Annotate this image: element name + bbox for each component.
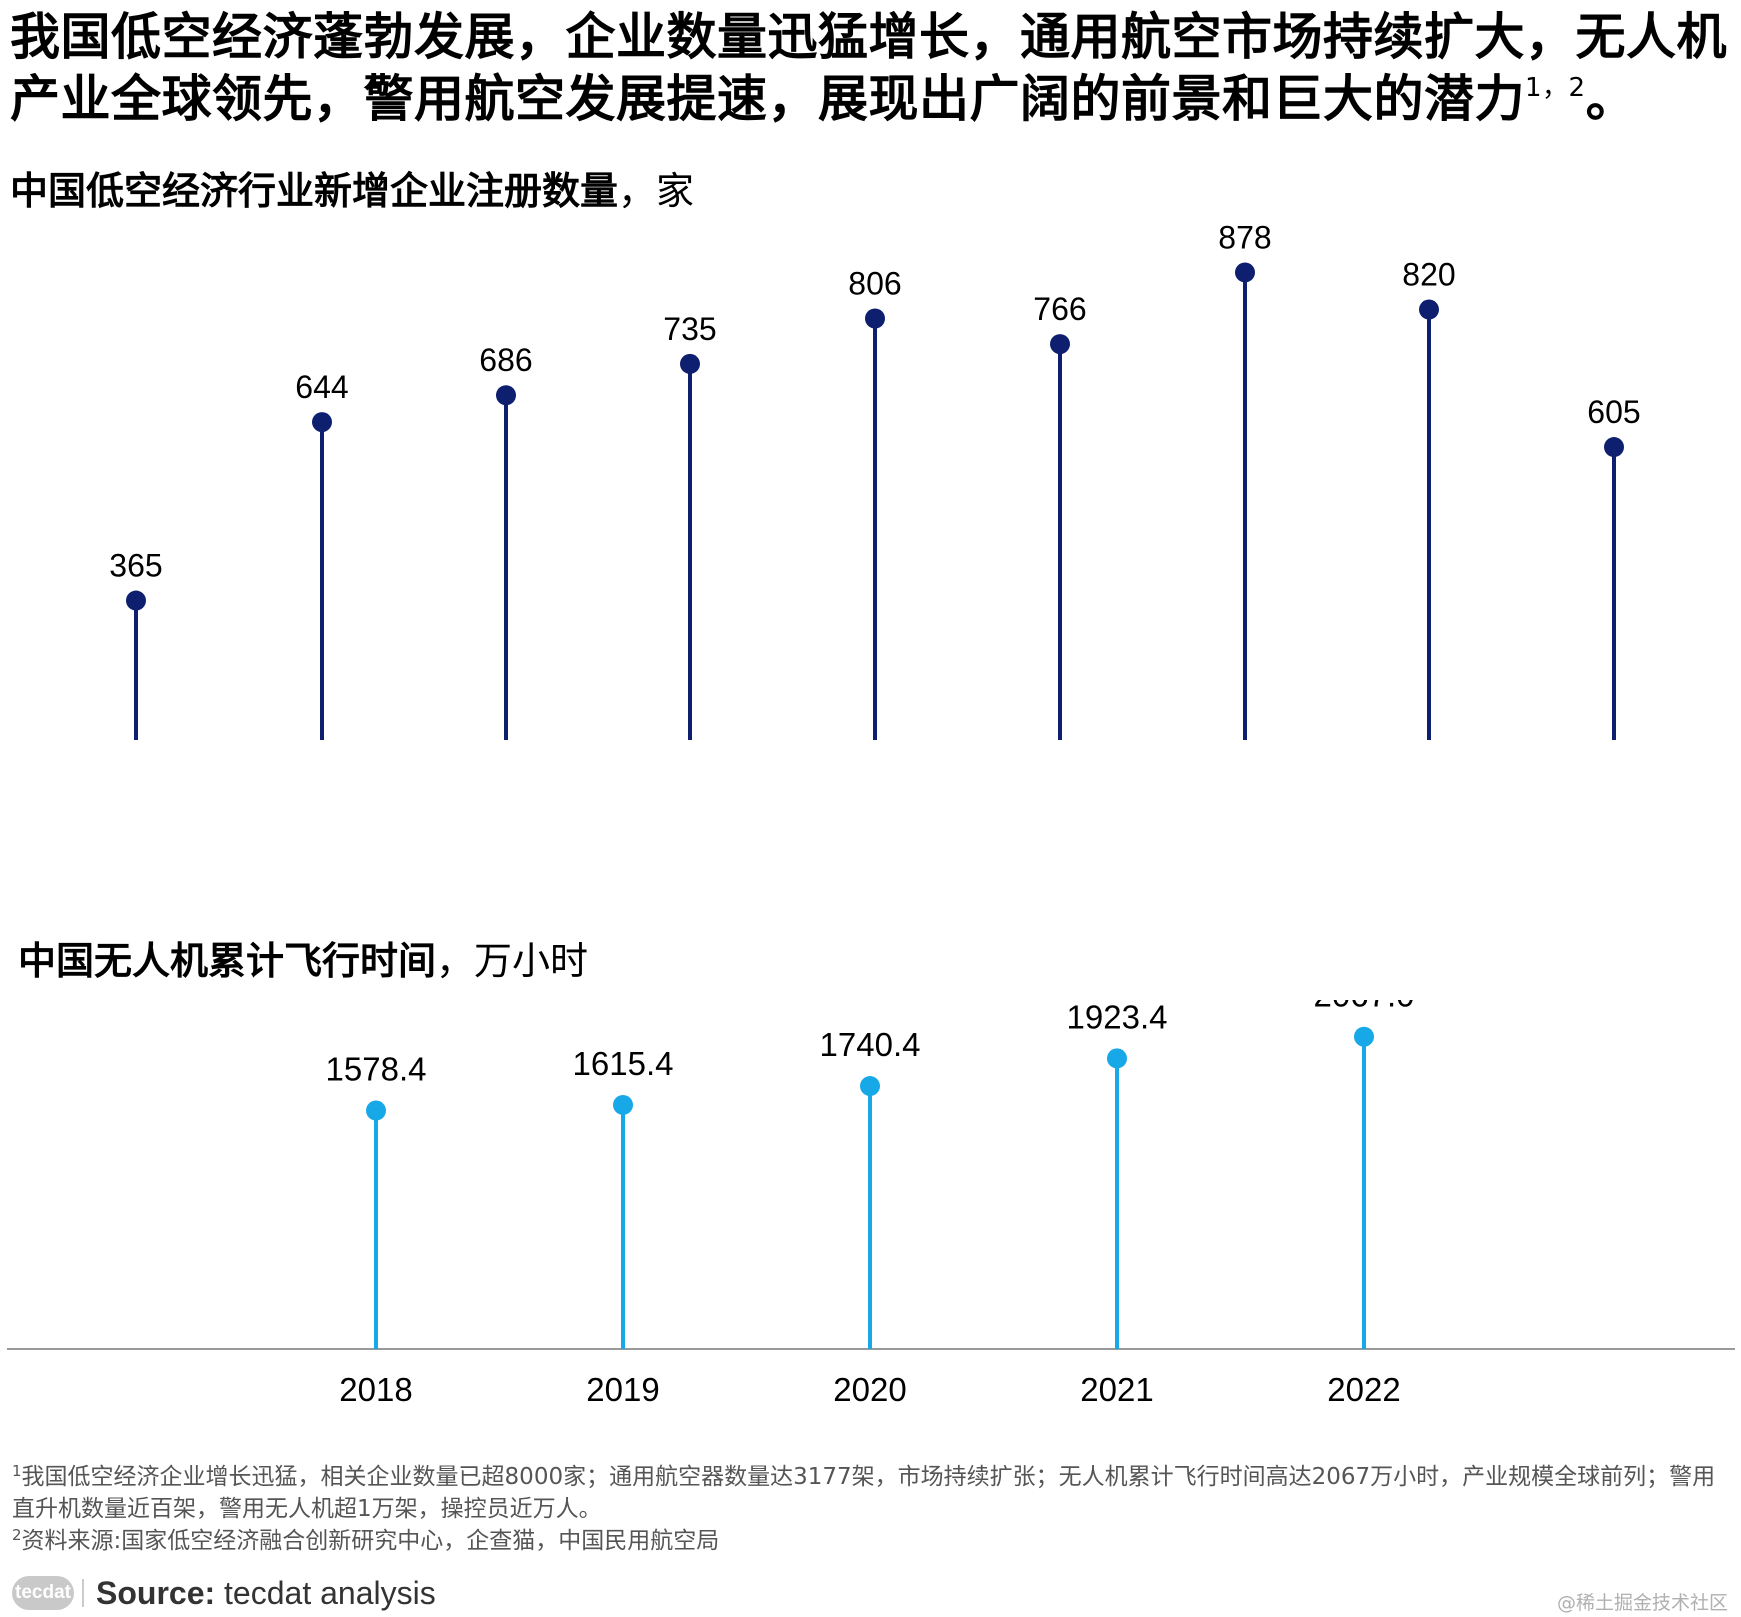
footnote-2: 2资料来源:国家低空经济融合创新研究中心，企查猫，中国民用航空局: [12, 1525, 1732, 1557]
chart1-title: 中国低空经济行业新增企业注册数量，家: [10, 168, 694, 214]
value-label-2015: 365: [109, 548, 162, 584]
value-label-2023.1-9: 605: [1587, 394, 1640, 430]
data-point-2018: [366, 1100, 386, 1121]
data-point-2022: [1354, 1026, 1374, 1047]
value-label-2019: 1615.4: [573, 1045, 674, 1082]
data-point-2023.1-9: [1604, 437, 1624, 458]
chart2-title-text: 中国无人机累计飞行时间: [18, 939, 437, 983]
value-label-2020: 766: [1033, 291, 1086, 327]
data-point-2019: [613, 1094, 633, 1115]
source-label: Source:: [96, 1575, 216, 1611]
footnote-1-text: 我国低空经济企业增长迅猛，相关企业数量已超8000家；通用航空器数量达3177架…: [12, 1464, 1716, 1522]
headline-text: 我国低空经济蓬勃发展，企业数量迅猛增长，通用航空市场持续扩大，无人机产业全球领先…: [10, 8, 1727, 128]
drone-flight-time-chart: 1578.4 2018 1615.4 2019 1740.4 2020 1923.4 2021…: [7, 1000, 1735, 1408]
chart2-title: 中国无人机累计飞行时间，万小时: [18, 938, 588, 984]
data-point-2020: [1050, 334, 1070, 355]
value-label-2021: 1923.4: [1067, 1000, 1168, 1035]
chart1-title-text: 中国低空经济行业新增企业注册数量: [10, 169, 619, 213]
value-label-2016: 644: [295, 369, 348, 405]
value-label-2018: 1578.4: [326, 1051, 427, 1088]
data-point-2015: [126, 590, 146, 611]
x-tick-label-2018: 2018: [339, 1371, 412, 1408]
value-label-2022: 820: [1402, 257, 1455, 293]
value-label-2021: 878: [1218, 220, 1271, 255]
headline: 我国低空经济蓬勃发展，企业数量迅猛增长，通用航空市场持续扩大，无人机产业全球领先…: [10, 6, 1735, 130]
value-label-2019: 806: [848, 265, 901, 301]
data-point-2016: [312, 412, 332, 433]
footnote-1-mark: 1: [12, 1462, 22, 1480]
footer: tecdat Source: tecdat analysis @稀土掘金技术社区: [12, 1574, 1732, 1614]
chart1-unit: ，家: [618, 169, 695, 213]
chart2-unit: ，万小时: [436, 939, 589, 983]
data-point-2017: [496, 385, 516, 406]
value-label-2017: 686: [479, 342, 532, 378]
x-tick-label-2020: 2020: [833, 1371, 906, 1408]
x-tick-label-2019: 2019: [586, 1371, 659, 1408]
enterprise-registration-chart: 3652015644201668620177352018806201976620…: [109, 220, 1641, 740]
data-point-2021: [1107, 1048, 1127, 1069]
data-point-2019: [865, 308, 885, 329]
logo-divider: [82, 1579, 84, 1607]
headline-footnote-refs: 1，2: [1525, 73, 1586, 103]
source-line: Source: tecdat analysis: [96, 1574, 436, 1612]
data-point-2020: [860, 1076, 880, 1097]
headline-end: 。: [1585, 70, 1637, 128]
footnote-2-text: 资料来源:国家低空经济融合创新研究中心，企查猫，中国民用航空局: [21, 1528, 720, 1554]
footnote-1: 1我国低空经济企业增长迅猛，相关企业数量已超8000家；通用航空器数量达3177…: [12, 1461, 1732, 1525]
footnotes: 1我国低空经济企业增长迅猛，相关企业数量已超8000家；通用航空器数量达3177…: [12, 1461, 1732, 1557]
value-label-2018: 735: [663, 311, 716, 347]
tecdat-logo: tecdat: [12, 1576, 74, 1610]
data-point-2018: [680, 353, 700, 374]
x-tick-label-2021: 2021: [1080, 1371, 1153, 1408]
value-label-2022: 2067.0: [1314, 1000, 1415, 1014]
data-point-2021: [1235, 262, 1255, 283]
footnote-2-mark: 2: [12, 1526, 22, 1544]
value-label-2020: 1740.4: [820, 1026, 921, 1063]
data-point-2022: [1419, 299, 1439, 320]
source-text: tecdat analysis: [215, 1575, 436, 1611]
watermark: @稀土掘金技术社区: [1556, 1592, 1728, 1614]
x-tick-label-2022: 2022: [1327, 1371, 1400, 1408]
